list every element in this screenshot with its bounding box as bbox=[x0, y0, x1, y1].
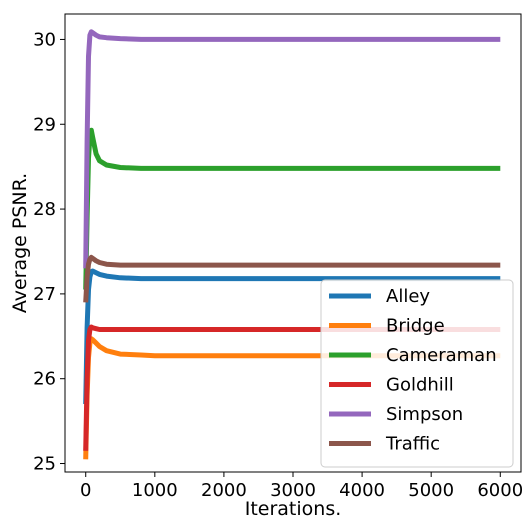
legend-label-simpson: Simpson bbox=[386, 404, 463, 425]
x-tick-label: 3000 bbox=[270, 480, 316, 501]
x-tick-label: 2000 bbox=[201, 480, 247, 501]
x-tick-label: 4000 bbox=[339, 480, 385, 501]
legend-label-alley: Alley bbox=[386, 286, 430, 307]
legend-label-bridge: Bridge bbox=[386, 316, 445, 337]
legend-label-cameraman: Cameraman bbox=[386, 345, 497, 366]
lines-layer bbox=[83, 29, 501, 460]
y-tick-label: 28 bbox=[33, 199, 56, 220]
legend-label-traffic: Traffic bbox=[385, 434, 440, 455]
y-tick-label: 29 bbox=[33, 114, 56, 135]
y-axis-label: Average PSNR. bbox=[9, 173, 31, 313]
x-tick-label: 5000 bbox=[408, 480, 454, 501]
x-tick-label: 6000 bbox=[477, 480, 523, 501]
y-tick-label: 27 bbox=[33, 284, 56, 305]
y-tick-label: 30 bbox=[33, 29, 56, 50]
series-line-goldhill bbox=[83, 324, 501, 451]
x-tick-label: 0 bbox=[80, 480, 91, 501]
legend-label-goldhill: Goldhill bbox=[386, 375, 454, 396]
series-line-simpson bbox=[83, 29, 501, 269]
legend: Alley Bridge Cameraman Goldhill Simpson Traff… bbox=[320, 279, 514, 468]
plot-frame bbox=[64, 13, 522, 473]
x-tick-label: 1000 bbox=[132, 480, 178, 501]
y-tick-label: 26 bbox=[33, 369, 56, 390]
x-axis-label: Iterations. bbox=[245, 498, 342, 520]
ticks-layer: 0 1000 2000 3000 4000 5000 6000 25 26 27 28 29 30 bbox=[33, 29, 523, 501]
y-tick-label: 25 bbox=[33, 454, 56, 475]
series-line-traffic bbox=[83, 254, 501, 303]
